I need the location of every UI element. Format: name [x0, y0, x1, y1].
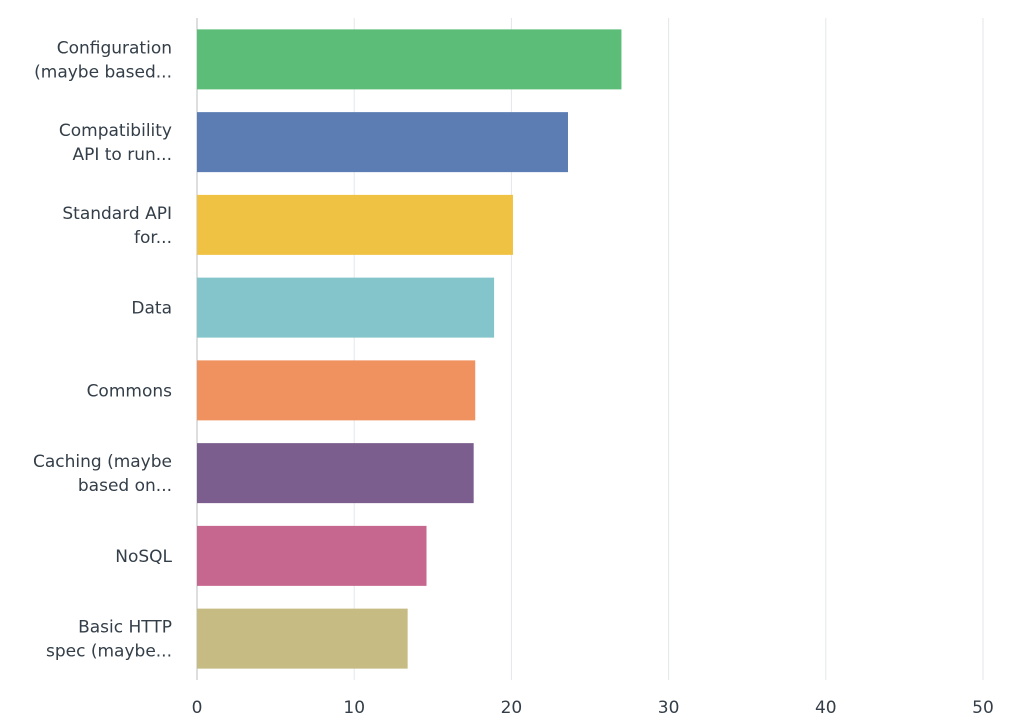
category-labels: Configuration (maybe based... Compatibilit… — [33, 38, 173, 661]
category-label: Basic HTTP spec (maybe... — [46, 618, 172, 662]
category-label: Caching (maybe based on... — [33, 452, 172, 496]
bar — [197, 608, 408, 669]
bar — [197, 360, 476, 421]
x-tick-label: 40 — [815, 698, 837, 718]
category-label: Data — [131, 299, 172, 319]
bar — [197, 277, 495, 338]
bars — [197, 29, 622, 669]
x-tick-label: 20 — [501, 698, 523, 718]
bar — [197, 29, 622, 90]
category-label: Compatibility API to run... — [59, 121, 172, 165]
x-tick-label: 10 — [343, 698, 365, 718]
category-label: Commons — [87, 381, 173, 401]
x-tick-label: 50 — [972, 698, 994, 718]
bar — [197, 443, 474, 504]
category-label: Standard API for... — [62, 204, 172, 248]
bar — [197, 112, 568, 173]
category-label: NoSQL — [115, 547, 172, 567]
bar — [197, 525, 427, 586]
x-axis-tick-labels: 0 10 20 30 40 50 — [192, 698, 994, 718]
bar — [197, 194, 513, 255]
category-label: Configuration (maybe based... — [34, 38, 172, 82]
x-tick-label: 0 — [192, 698, 203, 718]
x-tick-label: 30 — [658, 698, 680, 718]
